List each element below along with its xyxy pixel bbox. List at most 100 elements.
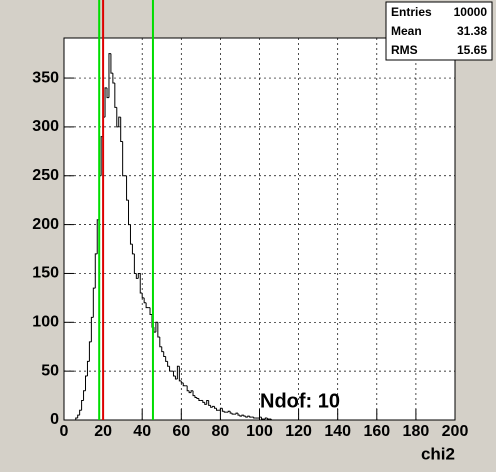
histogram-bin [157,322,160,338]
x-axis-label: chi2 [421,444,455,463]
histogram-bin [161,346,164,353]
histogram-bin [215,408,219,411]
histogram-bin [260,417,264,420]
histogram-bin [163,351,166,357]
histogram-bin [266,418,270,420]
histogram-bin [112,73,115,84]
x-tick-label: 140 [324,423,351,440]
histogram-bin [106,87,109,99]
histogram-bin [194,395,197,399]
histogram-bin [165,356,168,362]
histogram-bin [88,341,92,362]
histogram-bin [223,411,227,413]
histogram-bin [83,390,86,401]
histogram-bin [214,406,217,409]
histogram-bin [176,365,180,379]
histogram-bin [75,417,78,420]
histogram-bin [231,413,235,415]
y-tick-label: 0 [50,411,59,428]
stats-value: 31.38 [457,24,487,38]
stats-value: 15.65 [457,43,487,57]
stats-label: RMS [391,43,418,57]
histogram-bin [229,411,233,414]
annotation: Ndof: 10 [260,390,340,412]
histogram-bin [247,415,250,418]
histogram-bin [131,244,135,255]
histogram-bin [116,107,119,128]
stats-label: Mean [391,24,422,38]
histogram-bin [143,297,147,304]
histogram-bin [237,413,240,416]
histogram-bin [192,390,195,397]
histogram-bin [253,417,256,419]
histogram-bin [81,399,84,411]
histogram-bin [174,376,178,380]
histogram-bin [135,273,139,279]
x-tick-label: 180 [403,423,430,440]
histogram-bin [118,116,121,127]
x-tick-label: 120 [285,423,312,440]
x-tick-label: 20 [94,423,112,440]
histogram-bin [249,416,252,418]
histogram-bin [92,287,96,318]
histogram-bin [206,399,209,405]
x-tick-label: 200 [442,423,469,440]
stats-label: Entries [391,5,432,19]
stats-value: 10000 [454,5,488,19]
histogram-bin [104,87,108,118]
histogram-bin [90,316,94,342]
histogram-bin [172,371,176,377]
x-tick-label: 60 [172,423,190,440]
histogram-bin [159,336,162,348]
y-tick-label: 200 [32,216,59,233]
histogram-bin [133,253,137,274]
histogram-bin [186,385,190,392]
histogram-bin [129,224,133,245]
histogram-bin [178,366,182,382]
y-tick-label: 100 [32,314,59,331]
histogram-bin [137,272,141,279]
histogram-bin [77,414,80,419]
histogram-bin [122,141,125,177]
histogram-bin [180,380,184,384]
histogram-bin [190,390,194,393]
y-tick-label: 250 [32,167,59,184]
histogram-bin [114,82,117,108]
histogram-bin [120,117,123,143]
histogram-bin [110,53,113,74]
histogram-bin [264,417,268,420]
histogram-bin [167,361,170,367]
histogram-bin [126,175,129,201]
y-tick-label: 300 [32,118,59,135]
y-tick-label: 150 [32,265,59,282]
histogram-bin [86,360,90,377]
histogram-bin [241,414,244,417]
histogram-bin [239,415,242,417]
histogram-bin [208,400,211,406]
histogram-bin [210,405,213,408]
histogram-bin [169,366,172,372]
histogram-bin [145,302,149,309]
histogram-bin [108,53,111,98]
histogram-bin [79,409,82,416]
histogram-bin [202,400,205,403]
histogram-bin [212,405,215,408]
x-tick-label: 80 [212,423,230,440]
histogram-bin [141,292,145,299]
histogram-bin [155,321,158,333]
histogram-bin [196,397,199,400]
x-tick-label: 100 [246,423,273,440]
histogram-bin [245,416,248,418]
histogram-bin [204,402,207,405]
x-tick-label: 160 [363,423,390,440]
histogram-bin [128,200,131,226]
histogram-bin [85,375,88,391]
histogram-bin [235,412,238,415]
stats-box [385,1,493,61]
x-tick-label: 0 [60,423,69,440]
histogram-bin [149,307,152,315]
y-tick-label: 50 [41,362,59,379]
x-tick-label: 40 [133,423,151,440]
y-tick-label: 350 [32,69,59,86]
